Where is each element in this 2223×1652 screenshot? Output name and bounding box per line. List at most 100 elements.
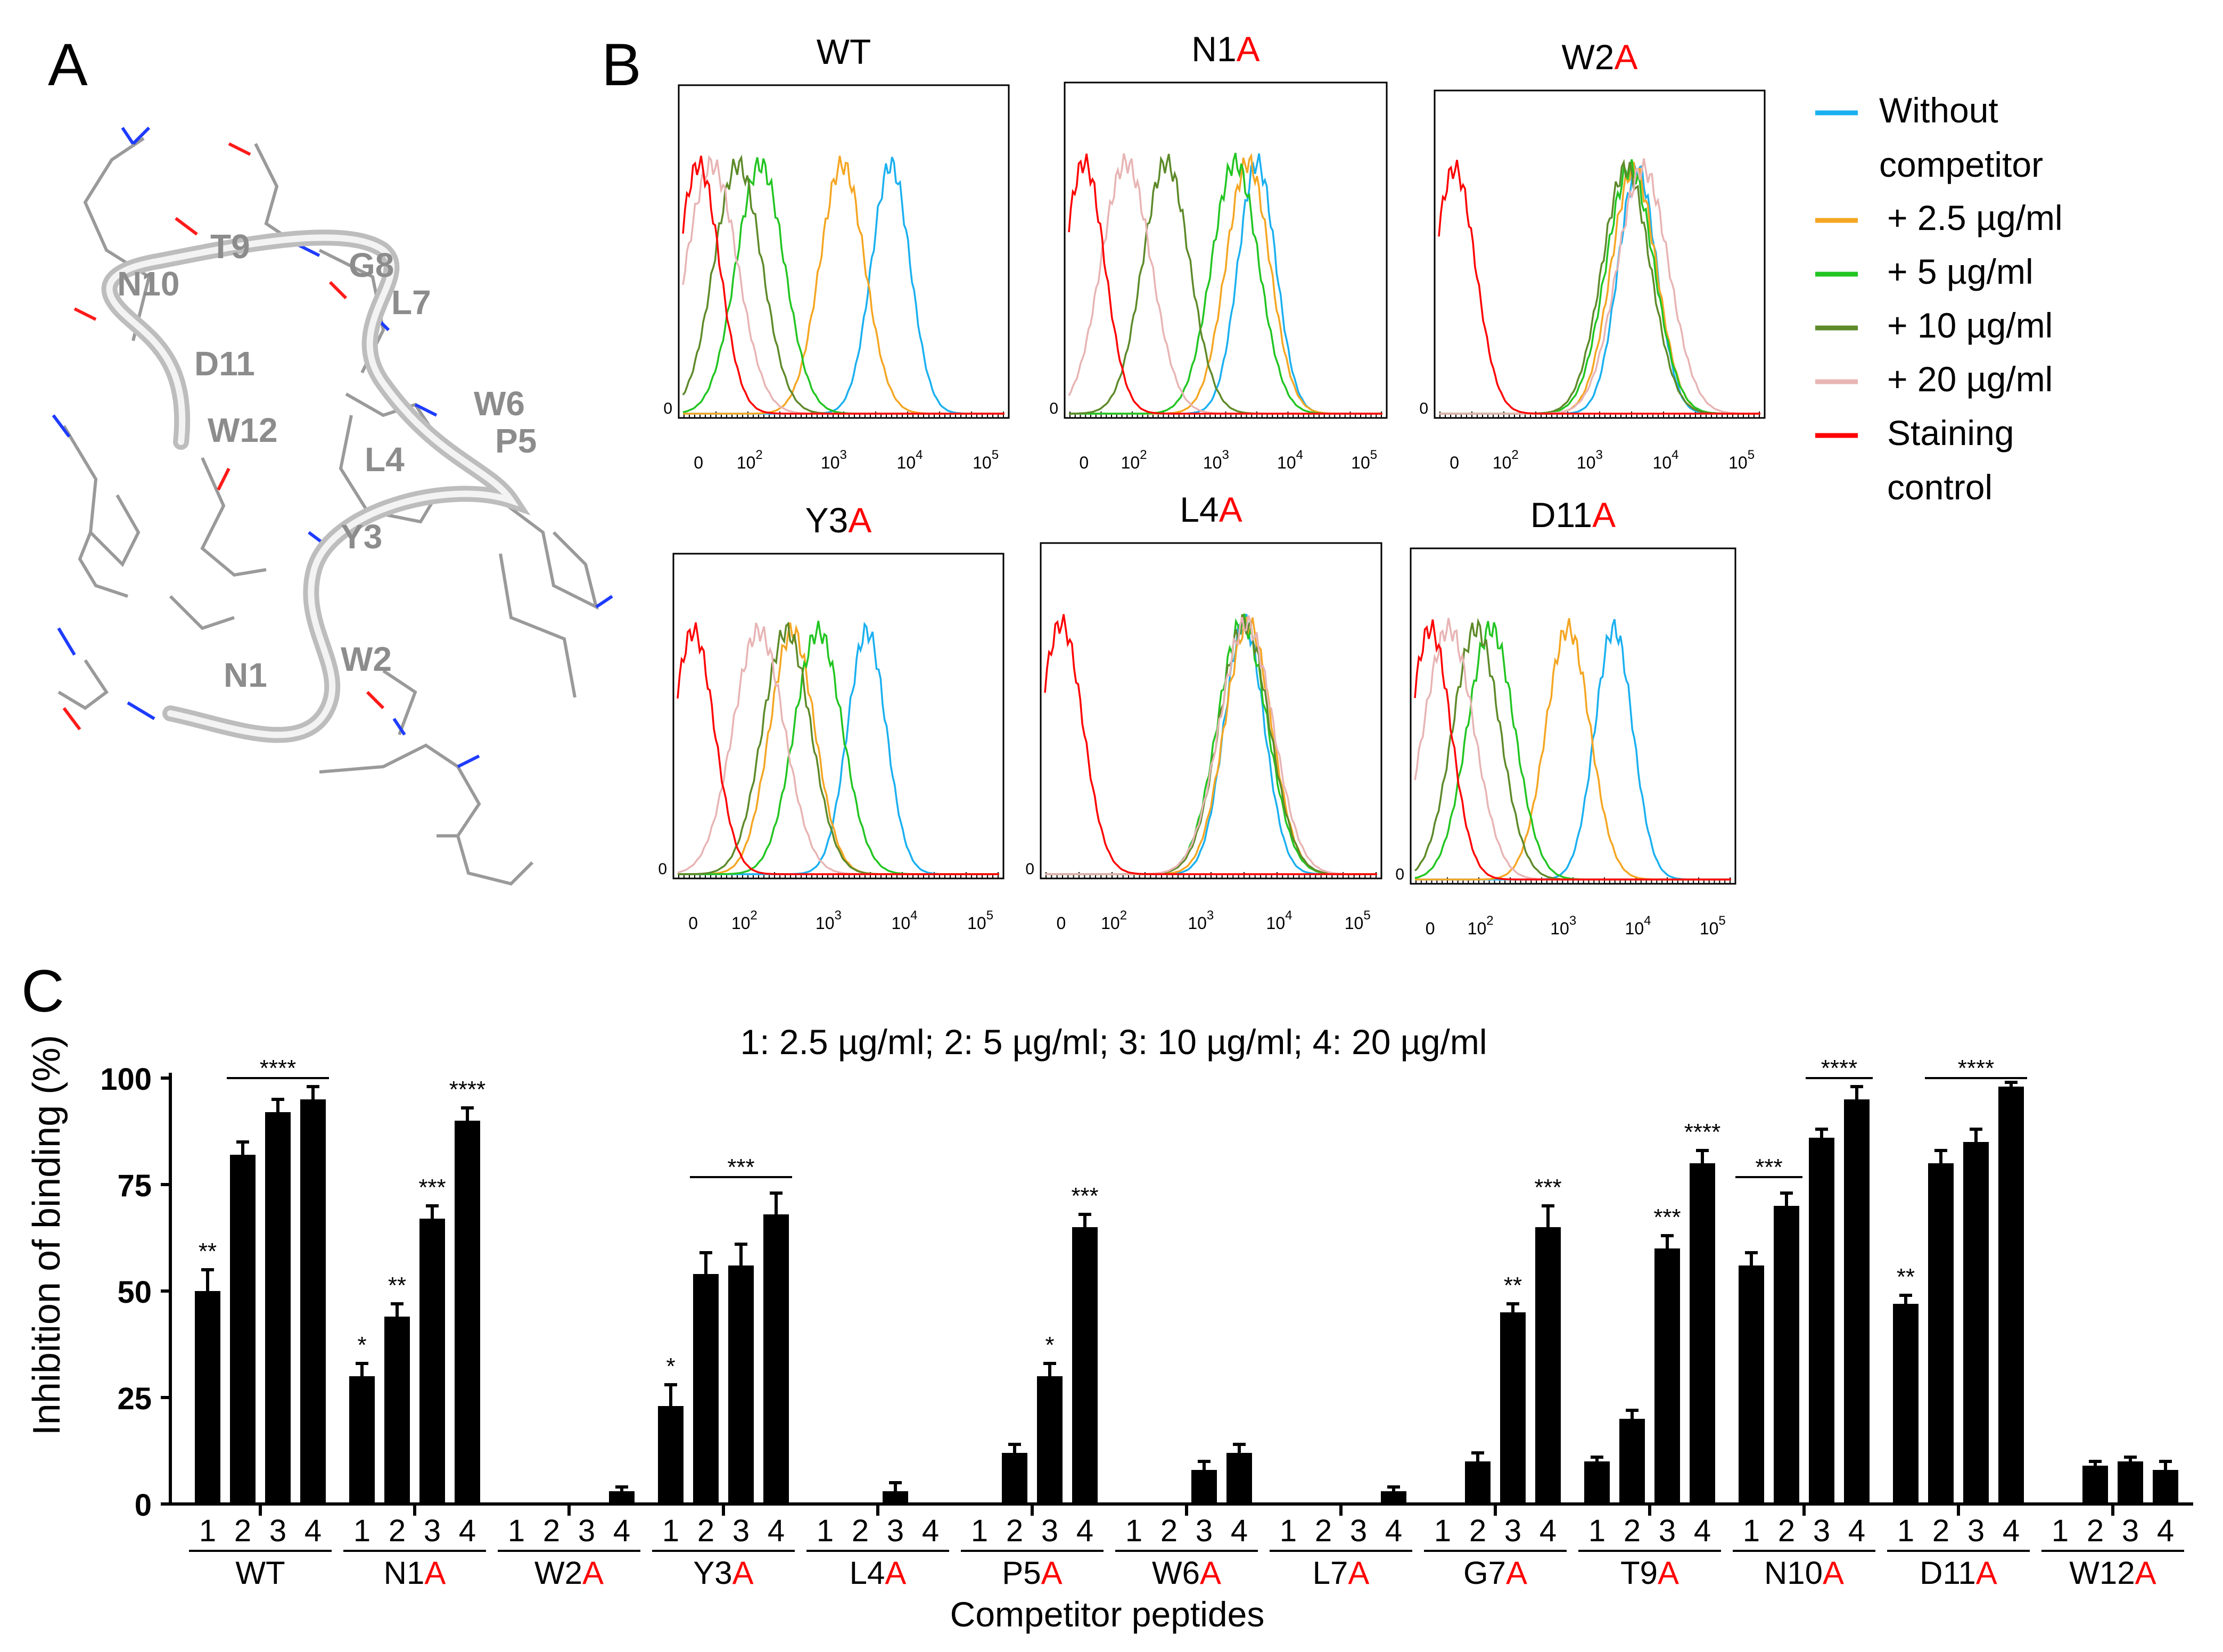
flow-histogram-c10 — [678, 621, 999, 875]
bar — [1774, 1206, 1799, 1504]
bar — [1928, 1163, 1954, 1504]
bar — [1191, 1470, 1217, 1504]
panel-label-b: B — [602, 31, 641, 98]
flow-x-tick-main: 10 — [1550, 919, 1569, 938]
bar — [1893, 1304, 1919, 1504]
flow-x-ticks — [1045, 872, 1377, 878]
flow-x-tick-main: 10 — [1188, 914, 1207, 933]
flow-histogram-c5 — [682, 157, 1005, 415]
flow-histogram-control — [1044, 614, 1377, 875]
bar — [455, 1121, 480, 1504]
bar-group-w6a: 1 2 3 4 W6A — [1115, 1443, 1258, 1591]
residue-label-g8: G8 — [349, 246, 394, 284]
group-label-mutation: A — [885, 1555, 906, 1591]
bar-sub-label: 2 — [1160, 1514, 1178, 1548]
chart-y-tick-label: 75 — [117, 1169, 152, 1203]
flow-x-tick-main: 10 — [1653, 453, 1672, 472]
bar — [1619, 1419, 1645, 1504]
flow-panel-title-base: W2 — [1561, 37, 1614, 77]
flow-x-tick-exponent: 5 — [1718, 914, 1725, 928]
flow-x-tick-label: 105 — [1345, 908, 1371, 933]
flow-panel-frame — [1410, 547, 1736, 885]
bar-sub-label: 4 — [768, 1514, 785, 1548]
flow-x-tick-main: 10 — [1468, 919, 1487, 938]
flow-y-zero-label: 0 — [658, 860, 667, 878]
group-label-base: L4 — [850, 1555, 885, 1591]
flow-histogram-control — [682, 155, 1005, 415]
bar — [693, 1274, 719, 1504]
bar — [384, 1317, 410, 1504]
group-label: T9A — [1620, 1555, 1679, 1591]
flow-x-tick-exponent: 5 — [992, 448, 999, 462]
bar — [1584, 1461, 1610, 1504]
flow-x-tick-label: 102 — [1121, 448, 1147, 472]
bar-sub-label: 2 — [1315, 1514, 1332, 1548]
bracket-stars: **** — [1821, 1055, 1858, 1081]
group-label-mutation: A — [2135, 1555, 2156, 1591]
bar-group-wt: ** 1 2 3 4 WT **** — [189, 1055, 332, 1591]
flow-x-tick-exponent: 5 — [986, 908, 993, 923]
group-label-mutation: A — [424, 1555, 446, 1591]
residue-label-l4: L4 — [365, 440, 405, 479]
flow-x-tick-main: 10 — [1266, 914, 1286, 933]
flow-x-tick-exponent: 3 — [1207, 908, 1214, 923]
flow-histogram-without — [1045, 613, 1377, 875]
bar-sub-label: 4 — [1385, 1514, 1402, 1548]
bar — [1998, 1087, 2024, 1504]
panel-label-a: A — [48, 31, 88, 98]
flow-panel-title: Y3A — [805, 500, 872, 540]
group-label-mutation: A — [732, 1555, 754, 1591]
chart-y-tick-label: 0 — [135, 1488, 152, 1523]
flow-x-tick-exponent: 2 — [1511, 448, 1518, 462]
bar — [1844, 1099, 1870, 1504]
bar-group-p5a: 1 2 * 3 *** 4 P5A — [961, 1183, 1104, 1591]
flow-x-tick-main: 10 — [1101, 914, 1120, 933]
bar — [1381, 1491, 1406, 1504]
bar-sub-label: 3 — [887, 1514, 904, 1548]
flow-x-tick-exponent: 4 — [1285, 908, 1292, 923]
bar — [195, 1291, 220, 1504]
flow-x-tick-main: 10 — [1351, 453, 1370, 472]
flow-x-tick-label: 102 — [1493, 448, 1519, 472]
flow-x-tick-exponent: 4 — [1296, 448, 1303, 462]
flow-panel-title: D11A — [1530, 495, 1616, 535]
group-label: N10A — [1764, 1555, 1844, 1591]
bar — [1739, 1265, 1764, 1504]
bar-sub-label: 2 — [697, 1514, 714, 1548]
bar-sub-label: 2 — [543, 1514, 560, 1548]
flow-x-tick-main: 10 — [1700, 919, 1719, 938]
group-label: Y3A — [693, 1555, 753, 1591]
flow-x-tick-label: 103 — [1577, 448, 1603, 472]
flow-x-tick-label: 102 — [731, 908, 758, 933]
flow-x-tick-exponent: 4 — [1644, 914, 1651, 928]
flow-panel-title-mutation: A — [1219, 490, 1242, 529]
bar-sub-label: 1 — [1743, 1514, 1760, 1548]
flow-x-tick-main: 0 — [1057, 914, 1066, 933]
group-label: D11A — [1920, 1555, 1997, 1591]
significance-stars: ** — [388, 1272, 406, 1298]
group-label: WT — [235, 1555, 285, 1591]
flow-histogram-control — [1414, 619, 1731, 881]
flow-x-tick-main: 10 — [1625, 919, 1644, 938]
bar-sub-label: 1 — [1434, 1514, 1451, 1548]
flow-x-tick-main: 10 — [892, 914, 911, 933]
flow-x-tick-exponent: 4 — [1672, 448, 1678, 462]
legend-label: Staining — [1887, 413, 2014, 453]
residue-label-w2: W2 — [341, 640, 392, 678]
bar — [2082, 1466, 2108, 1504]
flow-panel-frame — [1040, 542, 1382, 880]
flow-x-tick-exponent: 5 — [1748, 448, 1755, 462]
flow-x-tick-main: 0 — [1450, 453, 1459, 472]
group-label-base: W12 — [2069, 1555, 2135, 1591]
legend-label: + 20 µg/ml — [1887, 359, 2053, 399]
group-label-mutation: A — [1658, 1555, 1679, 1591]
flow-panel-title-mutation: A — [848, 500, 871, 540]
group-label-base: W2 — [534, 1555, 582, 1591]
side-chain-sticks — [57, 137, 599, 886]
bar-sub-label: 1 — [662, 1514, 679, 1548]
flow-x-tick-label: 103 — [1550, 914, 1576, 938]
bar-sub-label: 2 — [2087, 1514, 2104, 1548]
